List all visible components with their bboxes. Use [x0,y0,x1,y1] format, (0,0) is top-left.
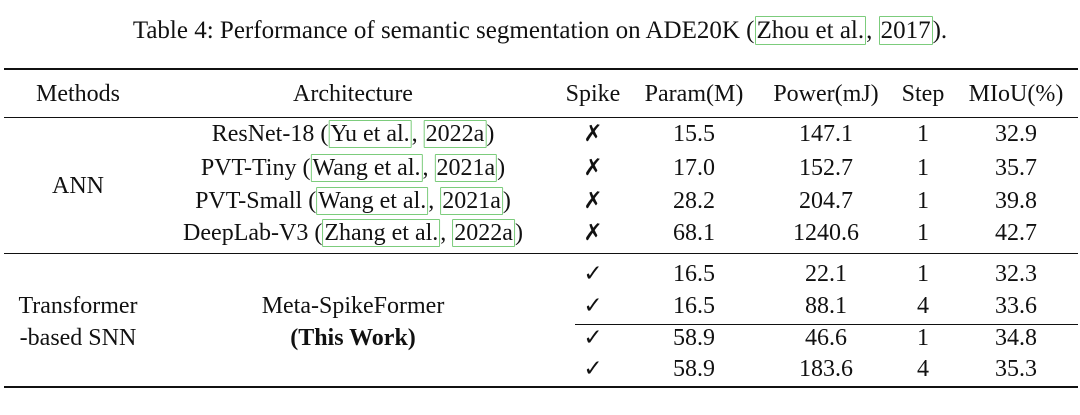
arch-cell: PVT-Small (Wang et al., 2021a) [195,187,511,215]
miou-value: 42.7 [995,220,1037,246]
header-rule [4,117,1078,118]
header-param: Param(M) [644,81,744,107]
power-value: 46.6 [805,325,847,351]
header-methods: Methods [36,81,120,107]
check-icon: ✓ [583,293,603,319]
arch-name: PVT-Small [195,188,303,214]
param-value: 16.5 [673,261,715,287]
group-label-snn-line1: Transformer [18,293,138,319]
caption-prefix: Table 4: Performance of semantic segment… [132,17,755,44]
cross-icon: ✗ [583,220,603,246]
cross-icon: ✗ [583,188,603,214]
miou-value: 32.9 [995,121,1037,147]
param-value: 58.9 [673,325,715,351]
miou-value: 35.3 [995,356,1037,382]
group-label-ann: ANN [52,173,104,199]
miou-value: 35.7 [995,155,1037,181]
group-label-snn-line2: -based SNN [19,325,137,351]
citation-year-link[interactable]: 2021a [440,187,503,215]
step-value: 1 [917,121,929,147]
step-value: 4 [917,293,929,319]
param-value: 58.9 [673,356,715,382]
citation-year-link[interactable]: 2017 [878,16,933,45]
citation-year-link[interactable]: 2021a [434,154,498,182]
miou-value: 34.8 [995,325,1037,351]
top-rule [4,68,1078,70]
arch-cell: PVT-Tiny (Wang et al., 2021a) [200,154,506,182]
caption-suffix: ). [932,17,948,44]
power-value: 1240.6 [793,220,859,246]
arch-name: ResNet-18 [211,121,315,147]
citation-year-link[interactable]: 2022a [452,219,515,247]
arch-name-line1: Meta-SpikeFormer [261,293,445,319]
caption-separator: , [866,17,879,44]
cross-icon: ✗ [583,121,603,147]
param-value: 68.1 [673,220,715,246]
param-value: 16.5 [673,293,715,319]
step-value: 1 [917,325,929,351]
citation-author-link[interactable]: Wang et al. [316,187,429,215]
header-power: Power(mJ) [773,81,879,107]
power-value: 152.7 [799,155,853,181]
power-value: 147.1 [799,121,853,147]
step-value: 1 [917,261,929,287]
arch-name: PVT-Tiny [200,155,297,181]
group-rule [4,253,1078,254]
miou-value: 32.3 [995,261,1037,287]
step-value: 1 [917,220,929,246]
power-value: 183.6 [799,356,853,382]
arch-cell: ResNet-18 (Yu et al., 2022a) [211,120,495,148]
arch-name-line2: (This Work) [290,325,416,351]
citation-author-link[interactable]: Zhang et al. [322,219,441,247]
citation-author-link[interactable]: Zhou et al. [754,16,867,45]
header-step: Step [901,81,945,107]
bottom-rule [4,386,1078,388]
miou-value: 33.6 [995,293,1037,319]
snn-size-rule [575,324,1078,325]
table-caption: Table 4: Performance of semantic segment… [0,14,1080,48]
arch-cell: DeepLab-V3 (Zhang et al., 2022a) [183,219,523,247]
step-value: 1 [917,188,929,214]
power-value: 88.1 [805,293,847,319]
miou-value: 39.8 [995,188,1037,214]
header-architecture: Architecture [293,81,413,107]
power-value: 22.1 [805,261,847,287]
check-icon: ✓ [583,356,603,382]
arch-name: DeepLab-V3 [183,220,309,246]
step-value: 1 [917,155,929,181]
header-spike: Spike [565,81,621,107]
param-value: 17.0 [673,155,715,181]
citation-author-link[interactable]: Wang et al. [310,154,423,182]
step-value: 4 [917,356,929,382]
power-value: 204.7 [799,188,853,214]
header-miou: MIoU(%) [968,81,1064,107]
param-value: 28.2 [673,188,715,214]
param-value: 15.5 [673,121,715,147]
cross-icon: ✗ [583,155,603,181]
citation-author-link[interactable]: Yu et al. [328,120,412,148]
citation-year-link[interactable]: 2022a [423,120,487,148]
check-icon: ✓ [583,325,603,351]
check-icon: ✓ [583,261,603,287]
